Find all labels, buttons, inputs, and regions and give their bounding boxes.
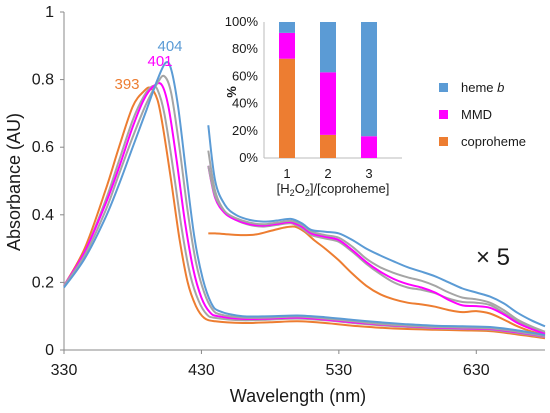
series-line-4-full [63, 74, 546, 338]
y-axis-ticks: 0 0.2 0.4 0.6 0.8 1 [32, 4, 64, 359]
legend-swatch [439, 110, 448, 119]
inset-bar-2-heme [320, 22, 336, 73]
inset-bar-1-heme [279, 22, 295, 33]
y-tick-label: 0 [45, 342, 54, 359]
inset-bar-2-mmd [320, 72, 336, 135]
y-tick-label: 0.4 [32, 207, 54, 224]
series-line-1-full [63, 86, 546, 340]
x-tick-label: 530 [326, 362, 353, 379]
y-tick-label: 1 [45, 4, 54, 21]
inset-y-tick-label: 20% [232, 123, 258, 138]
legend-label: heme b [461, 80, 504, 95]
inset-stacked-bar-chart: 0% 20% 40% 60% 80% 100% 1 2 3 % [H2O2]/[coprohe… [224, 14, 526, 198]
inset-y-tick-label: 100% [225, 14, 259, 29]
x-axis-ticks: 330 430 530 630 [51, 350, 490, 379]
inset-bar-3-heme [361, 22, 377, 137]
series-line-1-x5 [208, 225, 546, 336]
inset-bar-1-mmd [279, 32, 295, 59]
x-tick-label: 430 [188, 362, 215, 379]
inset-bar-2-coproheme [320, 134, 336, 158]
y-tick-label: 0.2 [32, 274, 54, 291]
inset-bars [279, 22, 377, 158]
scale-annotation: × 5 [476, 244, 510, 271]
inset-y-tick-label: 80% [232, 41, 258, 56]
inset-y-tick-label: 40% [232, 96, 258, 111]
legend-label: coproheme [461, 134, 526, 149]
inset-y-ticks: 0% 20% 40% 60% 80% 100% [225, 14, 259, 165]
y-tick-label: 0.8 [32, 72, 54, 89]
y-axis-title: Absorbance (AU) [4, 113, 24, 251]
inset-x-ticks: 1 2 3 [283, 166, 372, 181]
series-line-5-x5 [207, 125, 546, 328]
legend-label: MMD [461, 107, 492, 122]
legend-swatch [439, 83, 448, 92]
x-tick-label: 330 [51, 362, 78, 379]
peak-label-404: 404 [157, 38, 182, 55]
series-line-5-full [63, 61, 546, 337]
inset-y-tick-label: 0% [239, 150, 258, 165]
inset-x-tick-label: 1 [283, 166, 290, 181]
inset-y-tick-label: 60% [232, 68, 258, 83]
x-tick-label: 630 [463, 362, 490, 379]
y-tick-label: 0.6 [32, 139, 54, 156]
inset-x-axis-title: [H2O2]/[coproheme] [277, 181, 390, 198]
inset-bar-1-coproheme [279, 58, 295, 158]
peak-label-401: 401 [147, 53, 172, 70]
inset-legend: heme b MMD coproheme [439, 80, 526, 149]
series-lines [63, 61, 546, 340]
x-axis-title: Wavelength (nm) [230, 386, 366, 406]
series-line-3-x5 [207, 165, 546, 335]
inset-bar-3-mmd [361, 136, 377, 158]
legend-swatch [439, 137, 448, 146]
peak-label-393: 393 [114, 76, 139, 93]
series-line-4-x5 [207, 165, 546, 333]
inset-x-tick-label: 2 [324, 166, 331, 181]
inset-x-tick-label: 3 [365, 166, 372, 181]
inset-y-axis-title: % [224, 86, 239, 98]
